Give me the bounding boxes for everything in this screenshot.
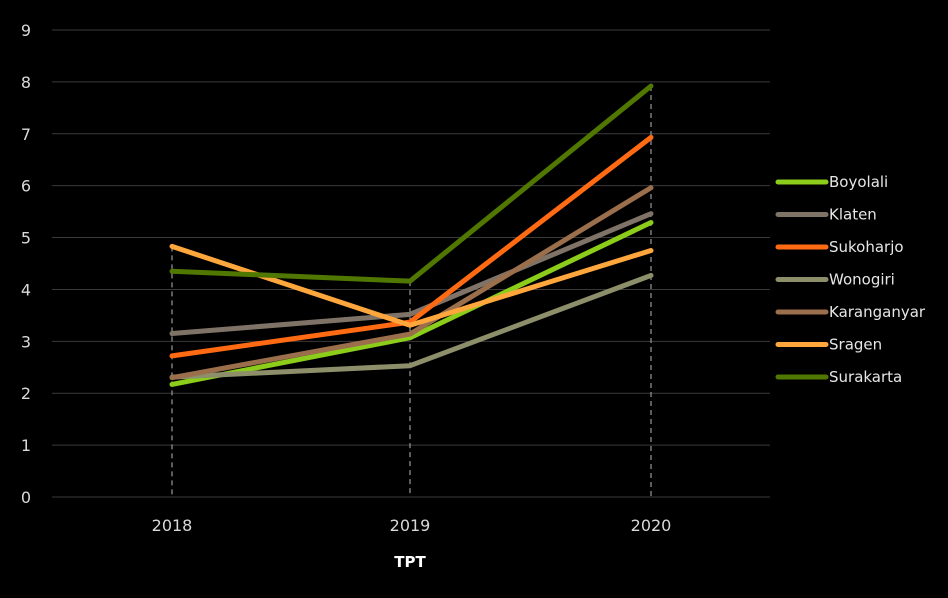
legend-label: Sragen: [829, 336, 882, 354]
x-axis-ticks: 2018 2019 2020: [152, 516, 672, 535]
legend-item-sragen: Sragen: [775, 336, 882, 354]
legend-label: Klaten: [829, 206, 877, 224]
legend-label: Wonogiri: [829, 271, 895, 289]
legend-label: Karanganyar: [829, 303, 926, 321]
series-line-klaten: [169, 211, 654, 337]
y-tick-label: 8: [21, 73, 31, 92]
x-tick-label: 2018: [152, 516, 193, 535]
y-axis-ticks: 0 1 2 3 4 5 6 7 8 9: [21, 21, 31, 507]
legend-item-surakarta: Surakarta: [775, 368, 902, 386]
y-tick-label: 3: [21, 332, 31, 351]
legend-item-boyolali: Boyolali: [775, 173, 888, 191]
series-line-sukoharjo: [169, 134, 654, 359]
series-line-boyolali: [169, 220, 654, 387]
series-line-karanganyar: [169, 185, 654, 381]
series-line-surakarta: [169, 83, 654, 284]
x-tick-label: 2020: [631, 516, 672, 535]
series-line-wonogiri: [169, 272, 654, 380]
y-tick-label: 7: [21, 125, 31, 144]
drop-lines: [171, 86, 652, 497]
legend-item-sukoharjo: Sukoharjo: [775, 238, 904, 256]
series-lines: [169, 83, 654, 387]
legend-label: Sukoharjo: [829, 238, 904, 256]
legend-label: Surakarta: [829, 368, 902, 386]
y-tick-label: 1: [21, 436, 31, 455]
legend-item-karanganyar: Karanganyar: [775, 303, 926, 321]
x-axis-title: TPT: [394, 553, 426, 571]
y-tick-label: 5: [21, 229, 31, 248]
y-tick-label: 4: [21, 280, 31, 299]
legend: Boyolali Klaten Sukoharjo Wonogiri Karangany…: [775, 173, 926, 386]
gridlines: [52, 29, 770, 498]
legend-label: Boyolali: [829, 173, 888, 191]
y-tick-label: 6: [21, 177, 31, 196]
legend-item-klaten: Klaten: [775, 206, 877, 224]
y-tick-label: 2: [21, 384, 31, 403]
x-tick-label: 2019: [390, 516, 431, 535]
y-tick-label: 9: [21, 21, 31, 40]
y-tick-label: 0: [21, 488, 31, 507]
legend-item-wonogiri: Wonogiri: [775, 271, 895, 289]
